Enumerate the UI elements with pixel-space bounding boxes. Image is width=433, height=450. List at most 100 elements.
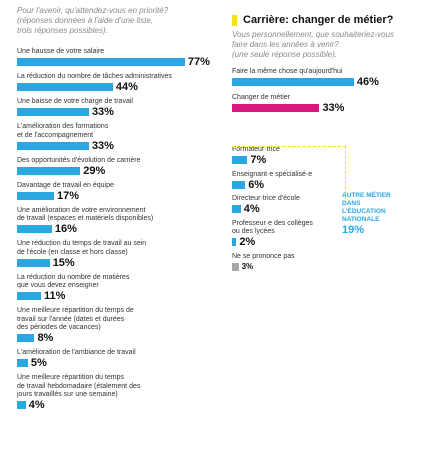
left-item: La réduction du nombre de matières que v… [17,274,129,302]
left-item: La réduction du nombre de tâches adminis… [17,73,172,93]
right-value-label: 33% [322,101,345,114]
left-item: Une amélioration de votre environnement … [17,207,153,235]
left-label: L'amélioration des formations et de l'ac… [17,123,109,139]
left-bar-row: 29% [17,164,141,177]
right-title: Carrière: changer de métier? [243,14,394,26]
left-bar [17,108,89,116]
left-bar-row: 33% [17,106,133,118]
left-bar-row: 77% [17,56,210,68]
other-job-label: Directeur·trice d'école [232,195,300,202]
left-value-label: 33% [91,139,114,152]
title-marker [232,14,237,26]
left-bar [17,225,52,233]
other-job-bar [232,205,241,213]
other-job-bar-row: 3% [232,261,295,272]
right-panel: Carrière: changer de métier? Vous person… [232,14,428,271]
callout-head: AUTRE MÉTIER DANS L'ÉDUCATION NATIONALE [342,192,391,223]
left-value-label: 77% [187,56,210,68]
left-bar [17,258,50,267]
left-bar-row: 5% [17,357,136,369]
other-job-label: Ne se prononce pas [232,252,295,260]
left-bar-row: 33% [17,139,114,152]
right-item: Changer de métier 33% [232,94,344,114]
other-job-bar [232,180,246,189]
other-job-value-label: 2% [239,236,256,248]
left-label: Une réduction du temps de travail au sei… [17,240,147,256]
callout-value: 19% [342,224,365,236]
other-job-item: Ne se prononce pas 3% [232,253,295,273]
right-bar-row: 33% [232,101,345,114]
right-bar [232,78,354,86]
right-item: Faire la même chose qu'aujourd'hui 46% [232,68,379,88]
left-bar [17,334,35,342]
left-item: Une meilleure répartition du temps de tr… [17,374,140,411]
left-subtitle: Pour l'avenir, qu'attendez-vous en prior… [17,6,169,35]
left-value-label: 33% [91,106,114,118]
other-job-label: Formateur·trice [232,146,280,153]
left-label: La réduction du nombre de matières que v… [17,273,130,290]
left-bar [17,401,26,409]
left-bar [17,191,55,200]
right-subtitle: Vous personnellement, que souhaiteriez-v… [232,30,395,59]
other-job-value-label: 4% [243,203,260,215]
left-bar [17,83,113,91]
left-value-label: 5% [30,357,47,369]
other-job-bar-row: 4% [232,203,300,215]
left-item: Une hausse de votre salaire 77% [17,48,210,68]
left-value-label: 44% [115,81,138,93]
other-job-item: Directeur·trice d'école 4% [232,195,300,215]
right-label: Changer de métier [232,93,290,101]
left-value-label: 4% [28,399,45,411]
left-bar-row: 15% [17,257,146,269]
right-bar [232,103,320,112]
left-bar-row: 16% [17,223,153,235]
left-item: Une réduction du temps de travail au sei… [17,240,147,269]
left-bar [17,292,41,300]
callout: AUTRE MÉTIER DANS L'ÉDUCATION NATIONALE … [342,192,391,236]
left-bar [17,359,28,367]
left-bar-row: 11% [17,290,129,302]
other-job-value-label: 6% [248,178,265,191]
left-bar-row: 4% [17,399,140,411]
left-bar [17,141,89,150]
left-label: Des opportunités d'évolution de carrière [17,156,141,164]
other-job-value-label: 3% [241,262,254,271]
other-job-item: Professeur·e des collèges ou des lycées 2… [232,220,313,248]
left-value-label: 29% [83,164,106,177]
other-job-value-label: 7% [250,154,267,166]
other-job-bar-row: 7% [232,154,280,166]
other-job-bar [232,238,237,246]
left-bar-row: 8% [17,332,134,344]
left-value-label: 11% [43,290,66,302]
left-value-label: 17% [57,189,80,202]
right-value-label: 46% [356,76,379,88]
left-item: Une meilleure répartition du temps de tr… [17,307,134,344]
left-bar [17,58,185,66]
dashed-bracket [232,146,346,199]
left-value-label: 8% [37,332,54,344]
other-job-bar-row: 6% [232,178,312,191]
left-item: L'amélioration de l'ambiance de travail 5… [17,349,136,369]
left-label: L'amélioration de l'ambiance de travail [17,349,136,356]
left-bar-row: 44% [17,81,172,93]
left-item: Des opportunités d'évolution de carrière… [17,157,141,177]
left-item: Davantage de travail en équipe 17% [17,182,114,202]
left-label: La réduction du nombre de tâches adminis… [17,73,172,80]
other-job-label: Professeur·e des collèges ou des lycées [232,219,313,236]
left-label: Davantage de travail en équipe [17,181,114,189]
other-job-item: Formateur·trice 7% [232,146,280,166]
left-item: L'amélioration des formations et de l'ac… [17,123,114,152]
left-label: Une hausse de votre salaire [17,48,105,55]
left-label: Une meilleure répartition du temps de tr… [17,307,134,331]
other-job-label: Enseignant·e spécialisé·e [232,170,313,178]
left-label: Une meilleure répartition du temps de tr… [17,374,141,398]
right-bar-row: 46% [232,76,379,88]
left-item: Une baisse de votre charge de travail 33% [17,98,133,118]
left-panel: Pour l'avenir, qu'attendez-vous en prior… [17,6,217,411]
left-bar-row: 17% [17,189,114,202]
other-job-item: Enseignant·e spécialisé·e 6% [232,171,312,191]
left-value-label: 16% [54,223,77,235]
left-bar [17,166,81,175]
left-label: Une baisse de votre charge de travail [17,98,133,105]
right-title-row: Carrière: changer de métier? [232,14,428,26]
